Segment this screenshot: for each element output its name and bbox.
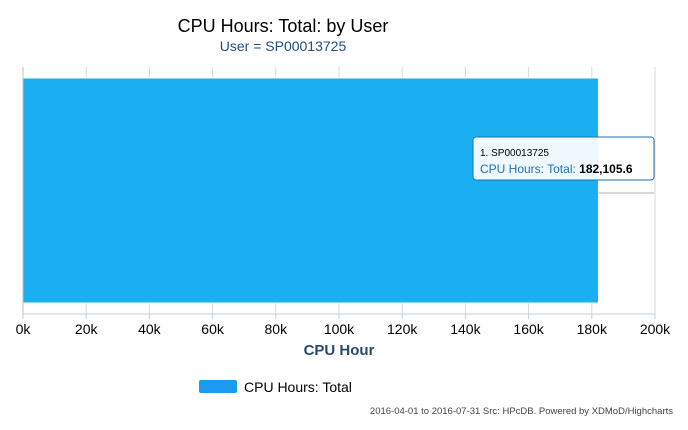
chart-credits: 2016-04-01 to 2016-07-31 Src: HPcDB. Pow…: [370, 406, 673, 417]
x-tick-label: 180k: [577, 321, 608, 337]
x-tick-label: 80k: [265, 321, 289, 337]
x-tick-label: 40k: [138, 321, 162, 337]
bar[interactable]: [22, 77, 599, 304]
x-tick-label: 120k: [387, 321, 418, 337]
x-tick-labels: 0k 20k 40k 60k 80k 100k 120k 140k 160k 180k 200k: [16, 321, 672, 337]
tooltip-value: 182,105.6: [579, 162, 633, 176]
chart-title: CPU Hours: Total: by User: [178, 16, 389, 36]
legend[interactable]: CPU Hours: Total: [199, 379, 352, 395]
tooltip-box: [472, 136, 655, 181]
x-tick-label: 140k: [450, 321, 481, 337]
x-tick-label: 20k: [75, 321, 99, 337]
x-tick-label: 0k: [16, 321, 32, 337]
tooltip-series-label: CPU Hours: Total:: [480, 162, 576, 176]
legend-swatch[interactable]: [199, 380, 237, 393]
tooltip-category: 1. SP00013725: [480, 148, 549, 159]
x-tick-label: 100k: [324, 321, 355, 337]
x-tick-label: 160k: [513, 321, 544, 337]
bars-group: [22, 77, 599, 304]
tooltip-series-line: CPU Hours: Total: 182,105.6: [480, 162, 633, 176]
legend-label[interactable]: CPU Hours: Total: [244, 379, 352, 395]
chart-subtitle: User = SP00013725: [220, 38, 347, 54]
x-axis-label: CPU Hour: [304, 342, 375, 359]
tooltip: 1. SP00013725 CPU Hours: Total: 182,105.…: [472, 136, 655, 194]
x-tick-label: 200k: [640, 321, 671, 337]
x-tick-label: 60k: [201, 321, 225, 337]
